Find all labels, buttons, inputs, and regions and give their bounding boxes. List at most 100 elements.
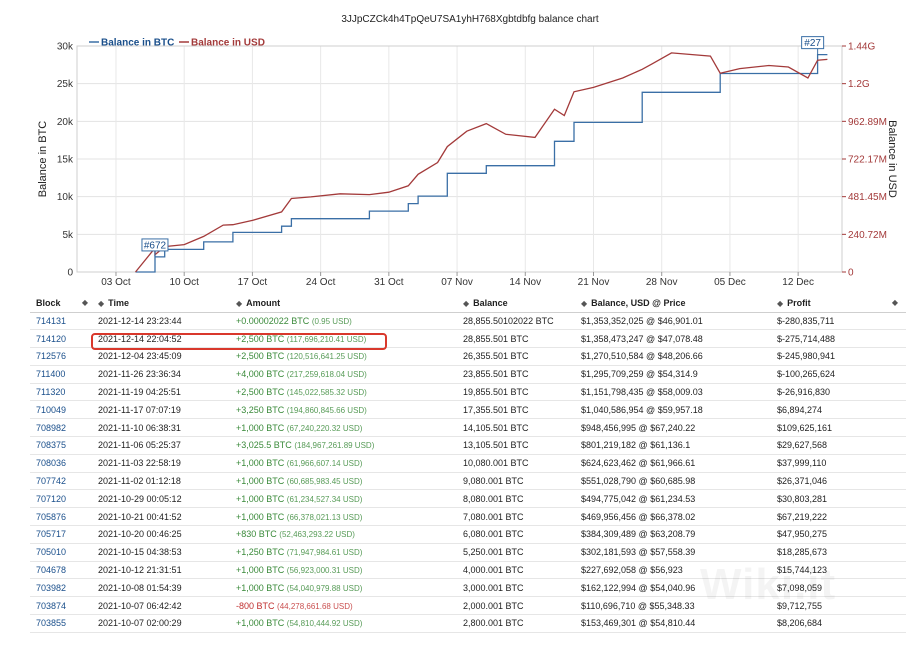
legend-usd-label[interactable]: Balance in USD <box>191 38 265 49</box>
sort-icon[interactable]: ◆ <box>891 298 898 307</box>
table-row[interactable]: 704678 2021-10-12 21:31:51 +1,000 BTC (56,… <box>30 561 906 580</box>
block-link[interactable]: 704678 <box>36 565 67 576</box>
col-header-balance[interactable]: ◆ Balance <box>457 294 575 313</box>
x-tick-label: 03 Oct <box>101 277 131 288</box>
cell-profit: $26,371,046 <box>771 472 906 491</box>
sort-icon[interactable]: ◆ <box>98 298 105 308</box>
annotation-flag <box>801 36 825 50</box>
block-link[interactable]: 707742 <box>36 476 67 487</box>
cell-block: 708036 <box>30 454 92 473</box>
x-tick-label: 24 Oct <box>306 277 336 288</box>
y-tick-label: 5k <box>62 230 74 241</box>
cell-time: 2021-10-07 02:00:29 <box>92 614 230 633</box>
col-header-balance-usd[interactable]: ◆ Balance, USD @ Price <box>575 294 771 313</box>
cell-profit: $-245,980,941 <box>771 347 906 366</box>
table-row[interactable]: 711320 2021-11-19 04:25:51 +2,500 BTC (145… <box>30 383 906 402</box>
y2-tick-label: 962.89M <box>848 117 887 128</box>
table-row[interactable]: 714131 2021-12-14 23:23:44 +0.00002022 BTC… <box>30 312 906 331</box>
col-header-profit[interactable]: ◆ Profit ◆ <box>771 294 906 313</box>
table-row[interactable]: 707742 2021-11-02 01:12:18 +1,000 BTC (60,… <box>30 472 906 491</box>
cell-amount: +830 BTC (52,463,293.22 USD) <box>230 525 457 544</box>
cell-time: 2021-11-06 05:25:37 <box>92 436 230 455</box>
table-row[interactable]: 710049 2021-11-17 07:07:19 +3,250 BTC (194… <box>30 400 906 420</box>
cell-block: 705717 <box>30 525 92 544</box>
block-link[interactable]: 703855 <box>36 618 67 629</box>
block-link[interactable]: 711320 <box>36 387 66 398</box>
amount-usd: (54,040,979.88 USD) <box>286 583 363 593</box>
block-link[interactable]: 711400 <box>36 369 66 380</box>
x-tick-label: 17 Oct <box>238 277 268 288</box>
cell-balance-usd: $1,151,798,435 @ $58,009.03 <box>575 383 771 402</box>
block-link[interactable]: 708036 <box>36 458 67 469</box>
amount-btc: +1,000 BTC <box>236 493 285 504</box>
cell-amount: +4,000 BTC (217,259,618.04 USD) <box>230 365 457 384</box>
col-header-block[interactable]: Block ◆ <box>30 294 92 313</box>
block-link[interactable]: 703874 <box>36 600 67 611</box>
sort-icon[interactable]: ◆ <box>463 298 470 308</box>
table-row[interactable]: 705876 2021-10-21 00:41:52 +1,000 BTC (66,… <box>30 507 906 527</box>
cell-block: 704678 <box>30 561 92 580</box>
y2-tick-label: 0 <box>848 268 854 279</box>
table-row[interactable]: 703874 2021-10-07 06:42:42 -800 BTC (44,27… <box>30 596 906 616</box>
cell-time: 2021-11-10 06:38:31 <box>92 418 230 438</box>
amount-usd: (184,967,261.89 USD) <box>294 441 375 451</box>
block-link[interactable]: 703982 <box>36 582 67 593</box>
col-header-time[interactable]: ◆ Time <box>92 294 230 313</box>
cell-amount: +3,250 BTC (194,860,845.66 USD) <box>230 400 457 420</box>
y-axis-title-usd: Balance in USD <box>886 120 898 198</box>
cell-balance: 23,855.501 BTC <box>457 365 575 384</box>
cell-time: 2021-12-04 23:45:09 <box>92 347 230 366</box>
table-row[interactable]: 705717 2021-10-20 00:46:25 +830 BTC (52,46… <box>30 525 906 544</box>
table-row[interactable]: 703982 2021-10-08 01:54:39 +1,000 BTC (54,… <box>30 578 906 598</box>
table-row[interactable]: 707120 2021-10-29 00:05:12 +1,000 BTC (61,… <box>30 489 906 509</box>
cell-balance: 14,105.501 BTC <box>457 418 575 438</box>
col-header-amount[interactable]: ◆ Amount <box>230 294 457 313</box>
table-row[interactable]: 714120 2021-12-14 22:04:52 +2,500 BTC (117… <box>30 329 906 349</box>
cell-block: 703874 <box>30 596 92 616</box>
block-link[interactable]: 705717 <box>36 529 67 540</box>
cell-balance-usd: $469,956,456 @ $66,378.02 <box>575 507 771 527</box>
cell-amount: +1,000 BTC (67,240,220.32 USD) <box>230 418 457 438</box>
cell-time: 2021-11-03 22:58:19 <box>92 454 230 473</box>
balance-chart: 3JJpCZCk4h4TpQeU7SA1yhH768Xgbtdbfg balan… <box>37 14 898 288</box>
cell-balance-usd: $227,692,058 @ $56,923 <box>575 561 771 580</box>
table-row[interactable]: 708036 2021-11-03 22:58:19 +1,000 BTC (61,… <box>30 454 906 473</box>
table-row[interactable]: 705010 2021-10-15 04:38:53 +1,250 BTC (71,… <box>30 543 906 562</box>
cell-time: 2021-10-12 21:31:51 <box>92 561 230 580</box>
sort-icon[interactable]: ◆ <box>236 298 243 308</box>
block-link[interactable]: 714120 <box>36 333 67 344</box>
cell-time: 2021-10-21 00:41:52 <box>92 507 230 527</box>
block-link[interactable]: 708982 <box>36 422 67 433</box>
table-row[interactable]: 712576 2021-12-04 23:45:09 +2,500 BTC (120… <box>30 347 906 366</box>
table-row[interactable]: 703855 2021-10-07 02:00:29 +1,000 BTC (54,… <box>30 614 906 633</box>
cell-block: 705010 <box>30 543 92 562</box>
block-link[interactable]: 714131 <box>36 315 67 326</box>
table-row[interactable]: 708375 2021-11-06 05:25:37 +3,025.5 BTC (1… <box>30 436 906 455</box>
legend-btc-label[interactable]: Balance in BTC <box>101 38 174 49</box>
sort-icon[interactable]: ◆ <box>777 298 784 308</box>
amount-btc: -800 BTC <box>236 600 275 611</box>
table-row[interactable]: 708982 2021-11-10 06:38:31 +1,000 BTC (67,… <box>30 418 906 438</box>
transactions-table-wrap: Block ◆ ◆ Time ◆ Amount ◆ Balance ◆ Balance, … <box>30 294 906 633</box>
block-link[interactable]: 708375 <box>36 440 67 451</box>
block-link[interactable]: 710049 <box>36 404 67 415</box>
x-tick-label: 28 Nov <box>646 277 678 288</box>
table-row[interactable]: 711400 2021-11-26 23:36:34 +4,000 BTC (217… <box>30 365 906 384</box>
y2-tick-label: 481.45M <box>848 192 887 203</box>
y-tick-label: 25k <box>57 79 74 90</box>
block-link[interactable]: 705010 <box>36 547 67 558</box>
y-tick-label: 30k <box>57 42 74 53</box>
cell-balance-usd: $110,696,710 @ $55,348.33 <box>575 596 771 616</box>
cell-balance: 8,080.001 BTC <box>457 489 575 509</box>
amount-btc: +2,500 BTC <box>236 333 285 344</box>
block-link[interactable]: 712576 <box>36 351 67 362</box>
cell-time: 2021-11-17 07:07:19 <box>92 400 230 420</box>
amount-btc: +1,000 BTC <box>236 422 285 433</box>
sort-icon[interactable]: ◆ <box>81 298 88 307</box>
cell-profit: $37,999,110 <box>771 454 906 473</box>
cell-amount: +0.00002022 BTC (0.95 USD) <box>230 312 457 331</box>
cell-block: 703982 <box>30 578 92 598</box>
block-link[interactable]: 707120 <box>36 493 67 504</box>
sort-icon[interactable]: ◆ <box>581 298 588 308</box>
block-link[interactable]: 705876 <box>36 511 67 522</box>
